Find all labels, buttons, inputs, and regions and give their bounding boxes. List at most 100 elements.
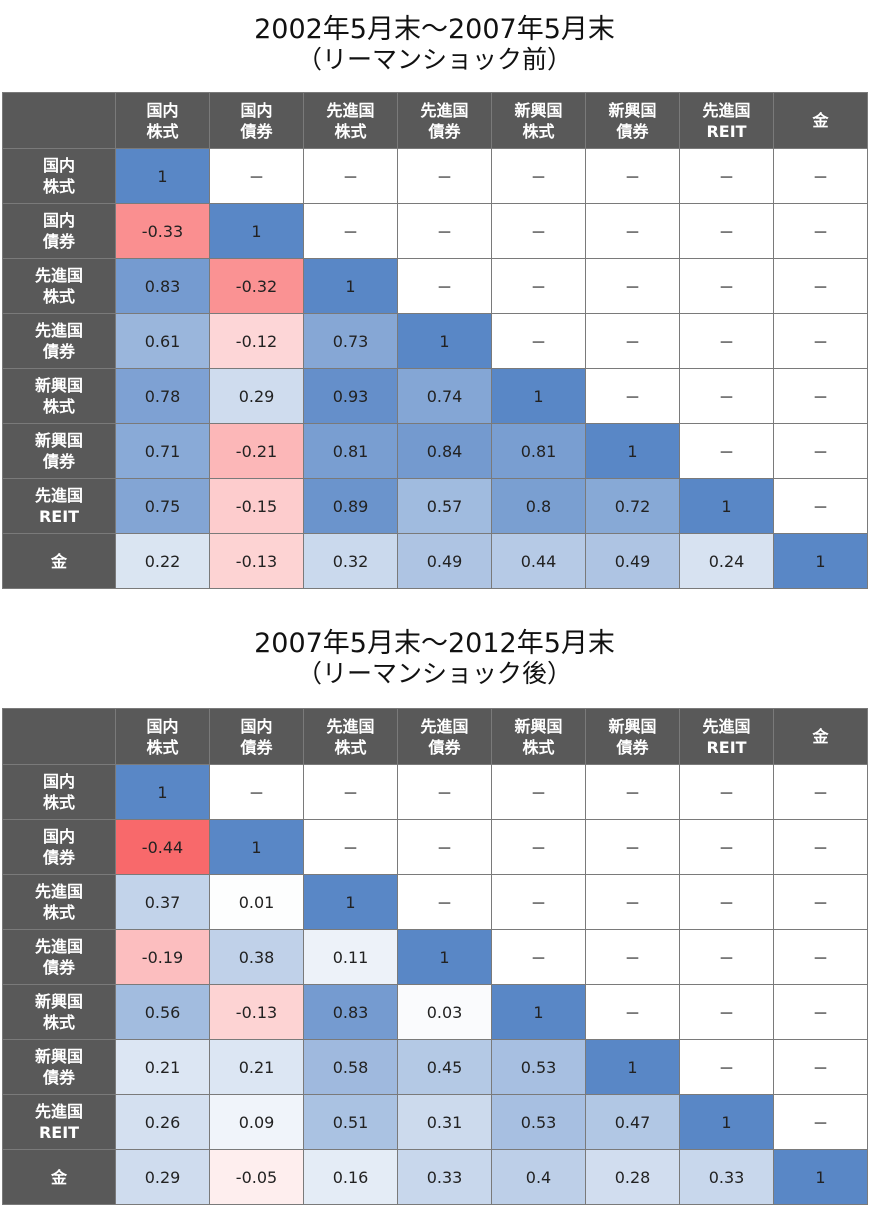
correlation-cell: － [585,819,680,875]
correlation-cell: － [491,874,586,930]
row-header-label-line: 先進国 [34,486,83,505]
correlation-cell: － [303,764,398,820]
row-header-label-line: 先進国 [34,937,83,956]
correlation-cell: － [303,819,398,875]
correlation-cell: － [209,764,304,820]
row-header: 先進国 REIT [2,478,116,534]
row-header-label-line: 先進国 [34,1102,83,1121]
correlation-cell: -0.33 [115,203,210,259]
row-header: 新興国 債券 [2,1039,116,1095]
correlation-cell: － [397,203,492,259]
row-header: 新興国 株式 [2,984,116,1040]
correlation-cell: － [397,874,492,930]
correlation-cell: － [397,148,492,204]
correlation-cell: 0.8 [491,478,586,534]
table-row: 国内 債券 -0.44 1 －－－－－－ [2,819,868,875]
column-header: 国内 債券 [209,708,304,765]
matrix-block-before: 2002年5月末～2007年5月末 （リーマンショック前） 国内 株式 国内 債券 先進… [0,0,869,589]
row-header: 国内 債券 [2,819,116,875]
correlation-cell: 0.21 [115,1039,210,1095]
correlation-cell: -0.19 [115,929,210,985]
correlation-cell: 0.81 [491,423,586,479]
row-header-label-line: 先進国 [34,882,83,901]
row-header-label-line: 新興国 [34,1047,83,1066]
correlation-cell: 0.61 [115,313,210,369]
correlation-cell: 1 [209,819,304,875]
column-header: 先進国 株式 [303,92,398,149]
correlation-cell: 0.75 [115,478,210,534]
correlation-cell: － [491,764,586,820]
correlation-cell: 0.57 [397,478,492,534]
correlation-cell: 0.44 [491,533,586,589]
row-header-label-line: REIT [38,1123,80,1142]
correlation-cell: 0.47 [585,1094,680,1150]
row-header: 先進国 債券 [2,313,116,369]
correlation-cell: 1 [585,423,680,479]
row-header: 先進国 債券 [2,929,116,985]
correlation-cell: 0.49 [585,533,680,589]
correlation-cell: 0.89 [303,478,398,534]
correlation-cell: 0.33 [679,1149,774,1205]
correlation-cell: － [773,313,868,369]
header-row: 国内 株式 国内 債券 先進国 株式 先進国 債券 新興国 株式 新興国 債券 先進国 REIT 金 [2,708,868,765]
correlation-cell: 0.32 [303,533,398,589]
correlation-cell: 1 [303,258,398,314]
table-row: 国内 債券 -0.33 1 －－－－－－ [2,203,868,259]
correlation-cell: 0.73 [303,313,398,369]
column-header-label-line: 債券 [616,737,649,757]
row-header-label-line: 株式 [42,287,75,306]
column-header-label-line: 新興国 [514,716,563,736]
correlation-cell: － [303,148,398,204]
row-header-label-line: 新興国 [34,376,83,395]
row-header: 先進国 REIT [2,1094,116,1150]
row-header: 国内 債券 [2,203,116,259]
table-row: 先進国 債券 -0.19 0.38 0.11 1 －－－－ [2,929,868,985]
chart-subtitle: （リーマンショック後） [296,659,572,688]
correlation-cell: － [585,203,680,259]
correlation-cell: 0.51 [303,1094,398,1150]
column-header: 先進国 REIT [679,708,774,765]
row-header-label-line: 新興国 [34,431,83,450]
column-header: 新興国 債券 [585,708,680,765]
column-header: 国内 株式 [115,92,210,149]
row-header-label-line: REIT [38,507,80,526]
column-header-label-line: 金 [812,727,829,746]
column-header: 新興国 株式 [491,92,586,149]
row-header-label-line: 債券 [42,232,75,251]
correlation-cell: － [679,874,774,930]
correlation-cell: -0.15 [209,478,304,534]
column-header-label-line: 国内 [146,100,179,120]
correlation-cell: -0.13 [209,533,304,589]
column-header-label-line: 債券 [240,737,273,757]
row-header-label-line: 株式 [42,903,75,922]
correlation-cell: － [585,984,680,1040]
chart-title-line1: 2002年5月末～2007年5月末 [254,14,615,45]
table-row: 国内 株式 1 －－－－－－－ [2,148,868,204]
correlation-cell: － [491,148,586,204]
correlation-cell: 1 [115,764,210,820]
correlation-cell: － [397,819,492,875]
correlation-cell: 0.81 [303,423,398,479]
column-header-label-line: 株式 [334,737,367,757]
correlation-cell: － [679,423,774,479]
column-header-label-line: 金 [812,111,829,130]
column-header: 金 [773,708,868,765]
row-header: 国内 株式 [2,148,116,204]
row-header-label-line: 国内 [42,772,75,791]
column-header-label-line: 国内 [146,716,179,736]
correlation-cell: 0.33 [397,1149,492,1205]
column-header: 新興国 債券 [585,92,680,149]
column-header-label-line: 国内 [240,716,273,736]
correlation-cell: 0.24 [679,533,774,589]
correlation-cell: 0.74 [397,368,492,424]
row-header-label-line: 国内 [42,156,75,175]
table-row: 先進国 株式 0.83 -0.32 1 －－－－－ [2,258,868,314]
correlation-cell: － [773,874,868,930]
correlation-cell: 0.93 [303,368,398,424]
column-header: 先進国 債券 [397,708,492,765]
row-header-label-line: 新興国 [34,992,83,1011]
table-row: 新興国 株式 0.56 -0.13 0.83 0.03 1 －－－ [2,984,868,1040]
column-header-label-line: 株式 [146,737,179,757]
correlation-cell: － [679,819,774,875]
correlation-cell: 0.38 [209,929,304,985]
